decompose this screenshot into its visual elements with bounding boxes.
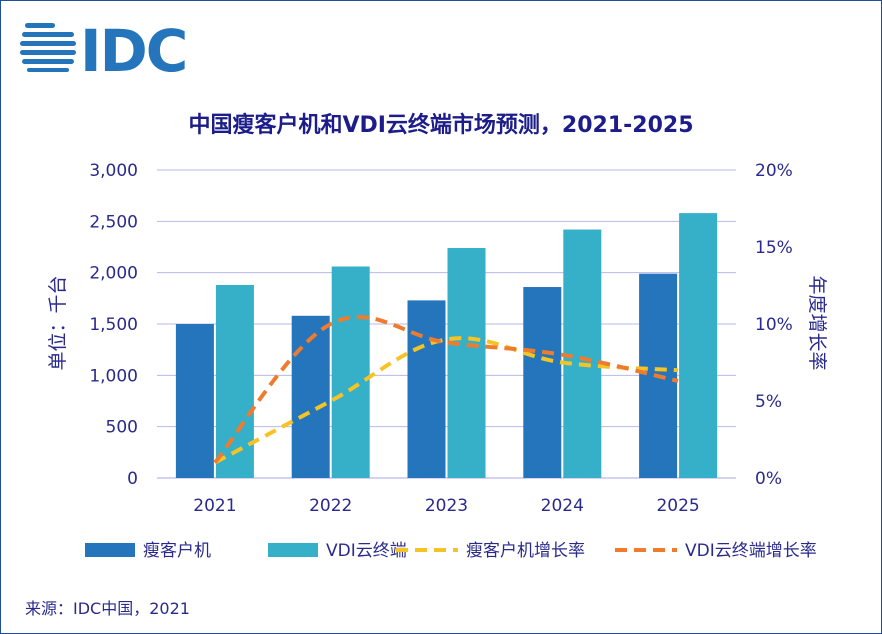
legend-label: 瘦客户机 [143,541,211,561]
x-tick-label: 2021 [193,496,236,516]
x-tick-label: 2022 [309,496,352,516]
legend-swatch [268,543,318,557]
bar-vdi-2024 [563,229,602,478]
right-axis-ticks: 0% 5% 10% 15% 20% [755,161,793,489]
idc-globe-icon [20,23,76,72]
bar-series [175,213,718,478]
y-tick-label: 3,000 [89,161,138,181]
bar-thin-client-2023 [407,300,446,478]
y-tick-label: 1,500 [89,315,138,335]
legend-label: 瘦客户机增长率 [466,541,585,561]
y-tick-label: 2,000 [89,264,138,284]
y2-tick-label: 10% [755,315,793,335]
y-tick-label: 500 [106,418,138,438]
y2-tick-label: 0% [755,469,782,489]
bar-thin-client-2021 [175,324,214,478]
legend-label: VDI云终端增长率 [685,541,817,561]
x-tick-label: 2023 [425,496,468,516]
bar-vdi-2021 [215,284,254,478]
legend: 瘦客户机 VDI云终端 瘦客户机增长率 VDI云终端增长率 [85,541,817,561]
idc-logo-text: IDC [80,17,186,85]
idc-logo: IDC [20,17,188,85]
line-thin-client-growth [213,336,679,465]
bar-thin-client-2024 [523,287,562,478]
legend-swatch [85,543,135,557]
x-tick-label: 2025 [656,496,699,516]
chart-title: 中国瘦客户机和VDI云终端市场预测，2021-2025 [188,112,693,138]
y2-tick-label: 5% [755,392,782,412]
y2-tick-label: 15% [755,238,793,258]
x-axis-ticks: 2021 2022 2023 2024 2025 [193,496,699,516]
x-tick-label: 2024 [541,496,584,516]
y-tick-label: 2,500 [89,212,138,232]
y2-tick-label: 20% [755,161,793,181]
line-series [213,314,679,465]
y-tick-label: 1,000 [89,366,138,386]
y-axis-label: 单位：千台 [47,275,69,370]
source-note: 来源：IDC中国，2021 [25,599,190,618]
bar-thin-client-2022 [291,315,330,478]
line-vdi-growth [213,314,679,464]
legend-label: VDI云终端 [326,541,407,561]
bar-vdi-2025 [679,213,718,478]
bar-vdi-2022 [331,266,370,478]
y2-axis-label: 年度增长率 [806,275,828,370]
bar-vdi-2023 [447,248,486,478]
y-tick-label: 0 [127,469,138,489]
left-axis-ticks: 0 500 1,000 1,500 2,000 2,500 3,000 [89,161,138,489]
